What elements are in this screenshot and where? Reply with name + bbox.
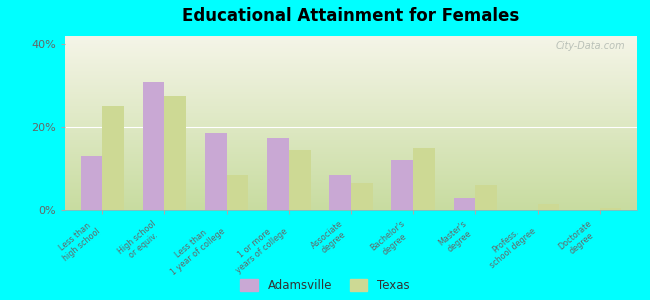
Bar — [227, 175, 248, 210]
Bar — [102, 106, 124, 210]
Bar — [143, 82, 164, 210]
Legend: Adamsville, Texas: Adamsville, Texas — [236, 274, 414, 297]
Bar — [351, 183, 372, 210]
Bar — [475, 185, 497, 210]
Bar — [81, 156, 102, 210]
Bar — [454, 198, 475, 210]
Bar — [413, 148, 435, 210]
Bar — [205, 134, 227, 210]
Bar — [330, 175, 351, 210]
Bar — [600, 208, 621, 210]
Bar — [164, 96, 187, 210]
Bar — [391, 160, 413, 210]
Bar — [538, 204, 559, 210]
Bar — [267, 137, 289, 210]
Bar — [289, 150, 311, 210]
Text: City-Data.com: City-Data.com — [556, 41, 625, 51]
Title: Educational Attainment for Females: Educational Attainment for Females — [183, 8, 519, 26]
